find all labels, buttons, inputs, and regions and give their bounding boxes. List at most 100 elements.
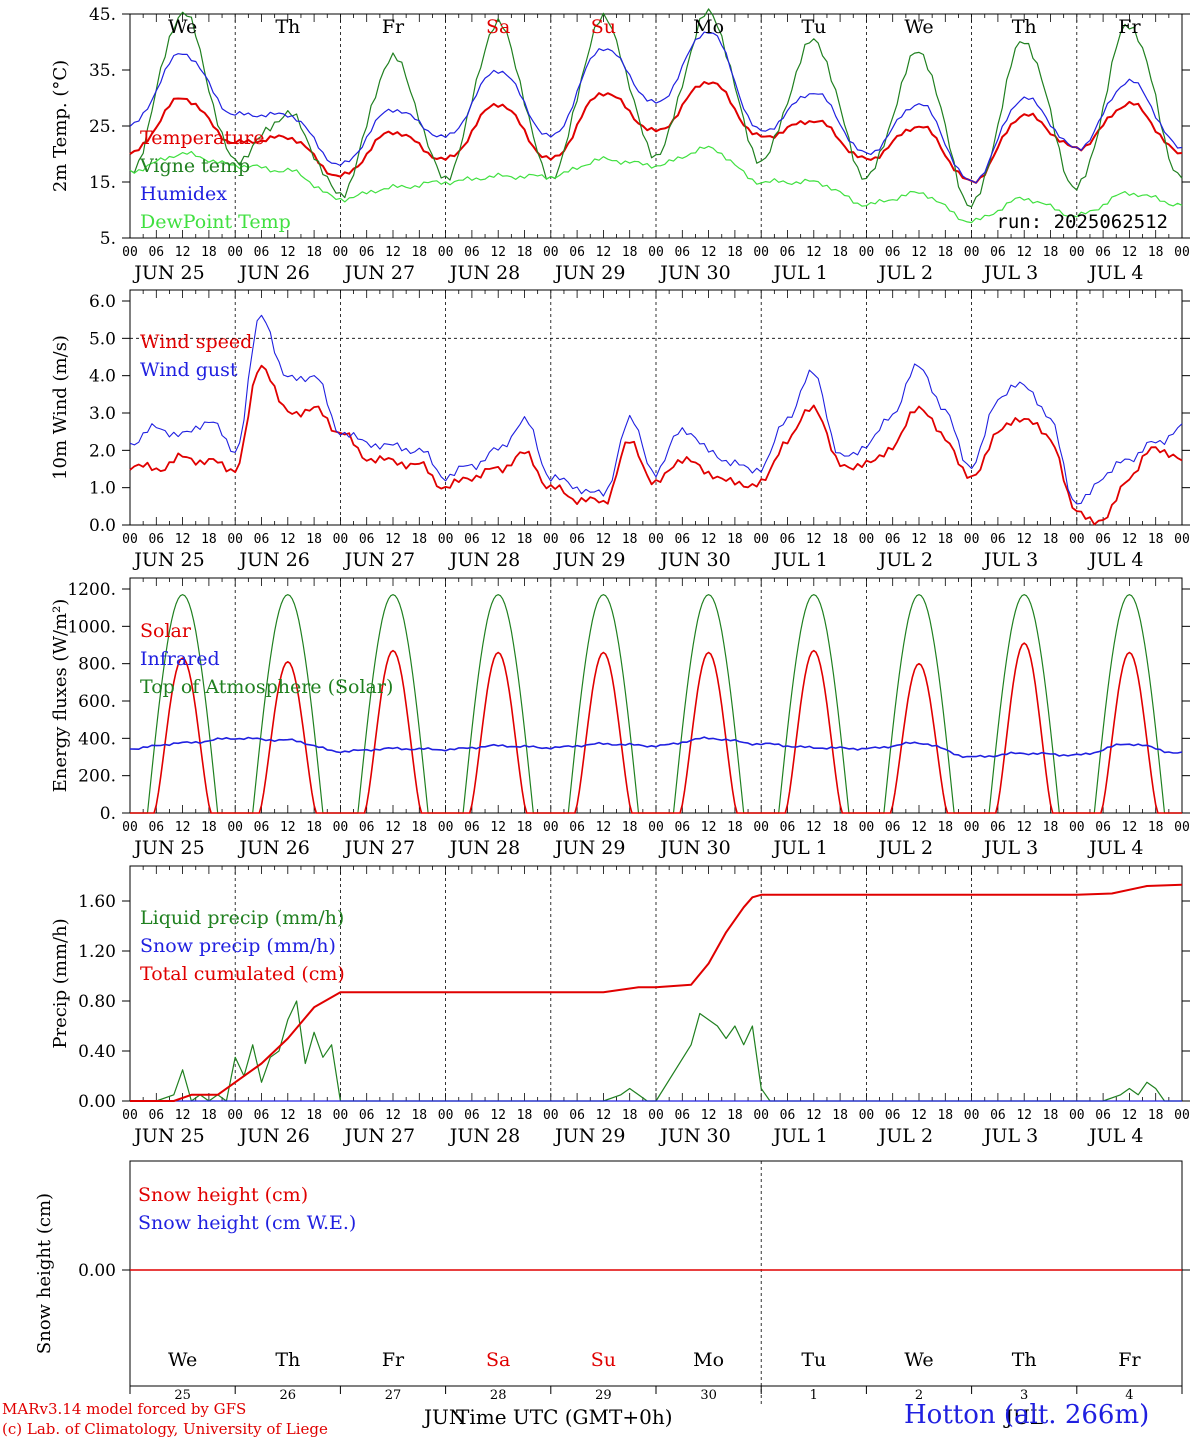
hour-tick-label: 00 xyxy=(648,245,664,260)
hour-tick-label: 12 xyxy=(1122,532,1138,547)
hour-tick-label: 06 xyxy=(148,245,164,260)
hour-tick-label: 00 xyxy=(333,1108,349,1123)
y-tick-label: 200. xyxy=(78,767,116,787)
date-label: JUN 29 xyxy=(553,1125,625,1147)
weekday-label: Fr xyxy=(1118,16,1141,38)
hour-tick-label: 18 xyxy=(727,245,743,260)
y-tick-label: 800. xyxy=(78,655,116,675)
hour-tick-label: 18 xyxy=(832,532,848,547)
weekday-label: Fr xyxy=(1118,1349,1141,1371)
hour-tick-label: 18 xyxy=(1148,532,1164,547)
y-tick-label: 3.0 xyxy=(89,404,116,424)
series-line-infrared xyxy=(129,736,1183,759)
hour-tick-label: 18 xyxy=(937,245,953,260)
hour-tick-label: 18 xyxy=(727,532,743,547)
hour-tick-label: 12 xyxy=(1016,245,1032,260)
hour-tick-label: 12 xyxy=(911,532,927,547)
hour-tick-label: 00 xyxy=(122,532,138,547)
weekday-label: Th xyxy=(1012,16,1037,38)
weekday-label: We xyxy=(904,16,933,38)
hour-tick-label: 12 xyxy=(806,1108,822,1123)
hour-tick-label: 00 xyxy=(438,245,454,260)
hour-tick-label: 06 xyxy=(359,532,375,547)
hour-tick-label: 12 xyxy=(175,532,191,547)
hour-tick-label: 00 xyxy=(1069,532,1085,547)
date-label: JUN 26 xyxy=(237,549,309,571)
hour-tick-label: 12 xyxy=(385,532,401,547)
hour-tick-label: 18 xyxy=(1148,245,1164,260)
hour-tick-label: 12 xyxy=(596,820,612,835)
panel-frame-1 xyxy=(129,13,1183,239)
hour-tick-label: 18 xyxy=(622,532,638,547)
hour-tick-label: 12 xyxy=(1122,820,1138,835)
y-axis-title-5: Snow height (cm) xyxy=(34,1193,55,1354)
date-label: JUL 1 xyxy=(771,262,827,284)
legend-entry-5: Snow height (cm) xyxy=(138,1184,308,1206)
legend-entry-1: Vigne temp xyxy=(139,155,250,177)
hour-tick-label: 12 xyxy=(280,532,296,547)
date-label: JUN 27 xyxy=(343,1125,415,1147)
hour-tick-label: 12 xyxy=(280,1108,296,1123)
y-tick-label: 600. xyxy=(78,692,116,712)
hour-tick-label: 00 xyxy=(964,820,980,835)
hour-tick-label: 12 xyxy=(701,245,717,260)
hour-tick-label: 00 xyxy=(753,820,769,835)
legend-entry-3: Infrared xyxy=(140,648,220,670)
weekday-label: We xyxy=(168,1349,197,1371)
weekday-label: We xyxy=(904,1349,933,1371)
series-line-wind-1 xyxy=(129,314,1183,505)
legend-entry-2: Wind speed xyxy=(140,331,252,353)
y-axis-title-4: Precip (mm/h) xyxy=(50,918,71,1048)
hour-tick-label: 00 xyxy=(543,1108,559,1123)
day-number-label: 3 xyxy=(1020,1388,1028,1403)
hour-tick-label: 06 xyxy=(990,1108,1006,1123)
hour-tick-label: 00 xyxy=(964,532,980,547)
legend-entry-3: Solar xyxy=(140,620,192,642)
hour-tick-label: 06 xyxy=(674,532,690,547)
hour-tick-label: 12 xyxy=(175,820,191,835)
date-label: JUN 27 xyxy=(343,837,415,859)
hour-tick-label: 18 xyxy=(411,820,427,835)
hour-tick-label: 06 xyxy=(359,245,375,260)
date-label: JUL 1 xyxy=(771,1125,827,1147)
date-label: JUN 25 xyxy=(132,837,204,859)
hour-tick-label: 12 xyxy=(806,245,822,260)
date-label: JUN 30 xyxy=(658,549,730,571)
hour-tick-label: 00 xyxy=(438,820,454,835)
hour-tick-label: 06 xyxy=(148,532,164,547)
hour-tick-label: 12 xyxy=(806,532,822,547)
weekday-label: Tu xyxy=(801,1349,826,1371)
hour-tick-label: 12 xyxy=(1016,532,1032,547)
series-line-temp-3 xyxy=(129,145,1183,224)
hour-tick-label: 12 xyxy=(1122,1108,1138,1123)
date-label: JUN 30 xyxy=(658,1125,730,1147)
date-label: JUN 26 xyxy=(237,1125,309,1147)
hour-tick-label: 00 xyxy=(964,245,980,260)
series-line-precip-2 xyxy=(130,883,1183,1102)
date-label: JUL 3 xyxy=(982,1125,1038,1147)
hour-tick-label: 06 xyxy=(674,245,690,260)
hour-tick-label: 00 xyxy=(1069,1108,1085,1123)
legend-entry-1: Temperature xyxy=(140,127,264,149)
y-tick-label: 0.0 xyxy=(89,516,116,536)
date-label: JUN 26 xyxy=(237,837,309,859)
hour-tick-label: 00 xyxy=(333,532,349,547)
date-label: JUN 30 xyxy=(658,262,730,284)
hour-tick-label: 06 xyxy=(780,245,796,260)
date-label: JUN 29 xyxy=(553,837,625,859)
hour-tick-label: 12 xyxy=(701,1108,717,1123)
hour-tick-label: 00 xyxy=(1174,1108,1190,1123)
hour-tick-label: 00 xyxy=(859,245,875,260)
hour-tick-label: 06 xyxy=(569,532,585,547)
hour-tick-label: 18 xyxy=(937,1108,953,1123)
hour-tick-label: 12 xyxy=(175,1108,191,1123)
hour-tick-label: 06 xyxy=(990,532,1006,547)
hour-tick-label: 18 xyxy=(411,245,427,260)
y-axis-title-1: 2m Temp. (°C) xyxy=(50,60,71,192)
hour-tick-label: 06 xyxy=(464,245,480,260)
y-tick-label: 4.0 xyxy=(89,367,116,387)
weekday-label: Fr xyxy=(382,1349,405,1371)
series-line-temp-0 xyxy=(129,81,1183,184)
hour-tick-label: 18 xyxy=(306,245,322,260)
hour-tick-label: 00 xyxy=(753,245,769,260)
